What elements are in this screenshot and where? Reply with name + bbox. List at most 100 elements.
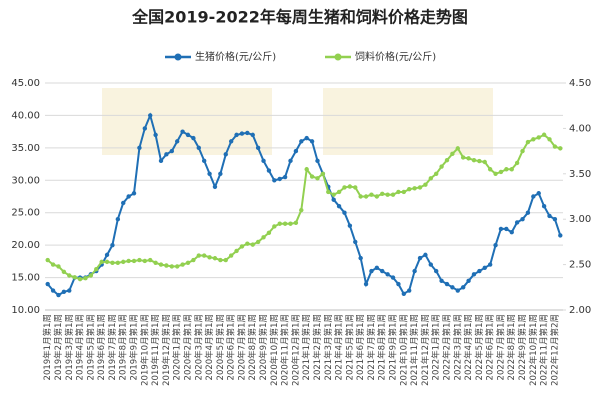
data-point (309, 174, 315, 179)
data-point (299, 207, 304, 213)
x-tick-label: 2022年2月第1周 (441, 314, 452, 380)
data-point (218, 257, 223, 263)
y-tick-label: 35.00 (11, 143, 40, 154)
data-point (207, 255, 212, 260)
data-point (520, 217, 525, 222)
data-point (164, 152, 169, 157)
data-point (342, 185, 347, 190)
legend-marker (334, 53, 342, 61)
data-point (218, 171, 223, 176)
x-tick-label: 2019年2月第1周 (53, 314, 64, 380)
data-point (455, 146, 460, 151)
y2-tick-label: 4.00 (569, 123, 591, 134)
y-tick-label: 25.00 (11, 208, 40, 219)
data-point (309, 139, 315, 144)
data-point (121, 200, 126, 206)
x-tick-label: 2021年1月第1周 (301, 314, 312, 380)
x-tick-label: 2022年6月第1周 (485, 314, 496, 380)
x-tick-label: 2019年9月第1周 (129, 314, 140, 380)
y2-tick-label: 2.00 (569, 305, 591, 316)
data-point (460, 155, 466, 160)
data-point (547, 213, 552, 219)
x-tick-label: 2020年4月第1周 (204, 314, 215, 380)
data-point (137, 257, 142, 263)
x-tick-label: 2019年7月第1周 (107, 314, 118, 380)
x-tick-label: 2020年1月第1周 (172, 314, 183, 380)
data-point (304, 167, 309, 172)
data-point (201, 253, 207, 258)
data-point (380, 191, 385, 196)
data-point (99, 259, 104, 265)
data-point (336, 189, 342, 195)
data-point (131, 191, 137, 196)
data-point (153, 132, 158, 138)
data-point (450, 151, 455, 157)
data-point (520, 148, 525, 154)
data-point (110, 260, 115, 265)
y-tick-label: 40.00 (11, 110, 40, 121)
data-point (201, 158, 207, 164)
x-tick-label: 2021年10月第1周 (398, 314, 409, 386)
data-point (250, 132, 255, 138)
data-point (45, 257, 50, 263)
data-point (536, 191, 541, 196)
data-point (245, 241, 250, 246)
data-point (433, 268, 439, 274)
data-point (131, 258, 137, 264)
data-point (353, 239, 358, 245)
data-point (493, 242, 498, 248)
data-point (417, 255, 423, 261)
data-point (385, 272, 390, 277)
data-point (487, 262, 493, 267)
data-point (353, 185, 358, 190)
data-point (471, 272, 477, 277)
y2-tick-label: 3.50 (569, 169, 591, 180)
data-point (509, 167, 514, 172)
x-tick-label: 2022年12月第2周 (549, 314, 560, 386)
data-point (369, 192, 374, 197)
data-point (185, 260, 191, 265)
data-point (498, 226, 504, 232)
x-tick-label: 2020年3月第1周 (193, 314, 204, 380)
data-point (61, 269, 67, 275)
data-point (261, 158, 266, 164)
data-point (277, 176, 282, 182)
data-point (493, 171, 498, 176)
data-point (126, 258, 131, 264)
data-point (148, 257, 153, 263)
x-tick-label: 2020年5月第1周 (215, 314, 226, 380)
y2-tick-label: 3.00 (569, 214, 591, 225)
data-point (433, 171, 439, 176)
data-point (504, 226, 509, 232)
data-point (320, 171, 326, 176)
x-tick-label: 2019年10月第1周 (139, 314, 150, 386)
data-point (255, 145, 261, 151)
data-point (331, 192, 336, 197)
data-point (272, 178, 277, 183)
data-point (137, 145, 142, 151)
data-point (460, 285, 466, 290)
data-point (142, 126, 148, 131)
x-tick-label: 2022年9月第1周 (517, 314, 528, 380)
x-tick-label: 2022年8月第1周 (506, 314, 517, 380)
data-point (444, 281, 450, 287)
x-tick-label: 2021年8月第1周 (377, 314, 388, 380)
data-point (390, 192, 396, 197)
x-tick-label: 2020年10月第1周 (269, 314, 280, 386)
data-point (272, 224, 277, 229)
data-point (363, 281, 369, 287)
x-tick-label: 2022年1月第1周 (431, 314, 442, 380)
data-point (169, 148, 175, 154)
data-point (547, 137, 552, 142)
data-point (45, 281, 50, 287)
data-point (148, 113, 153, 118)
data-point (261, 235, 266, 240)
data-point (358, 255, 363, 261)
data-point (228, 253, 234, 258)
data-point (347, 184, 353, 189)
data-point (299, 139, 304, 144)
x-tick-label: 2019年6月第1周 (96, 314, 107, 380)
data-point (77, 276, 83, 282)
data-point (487, 167, 493, 172)
